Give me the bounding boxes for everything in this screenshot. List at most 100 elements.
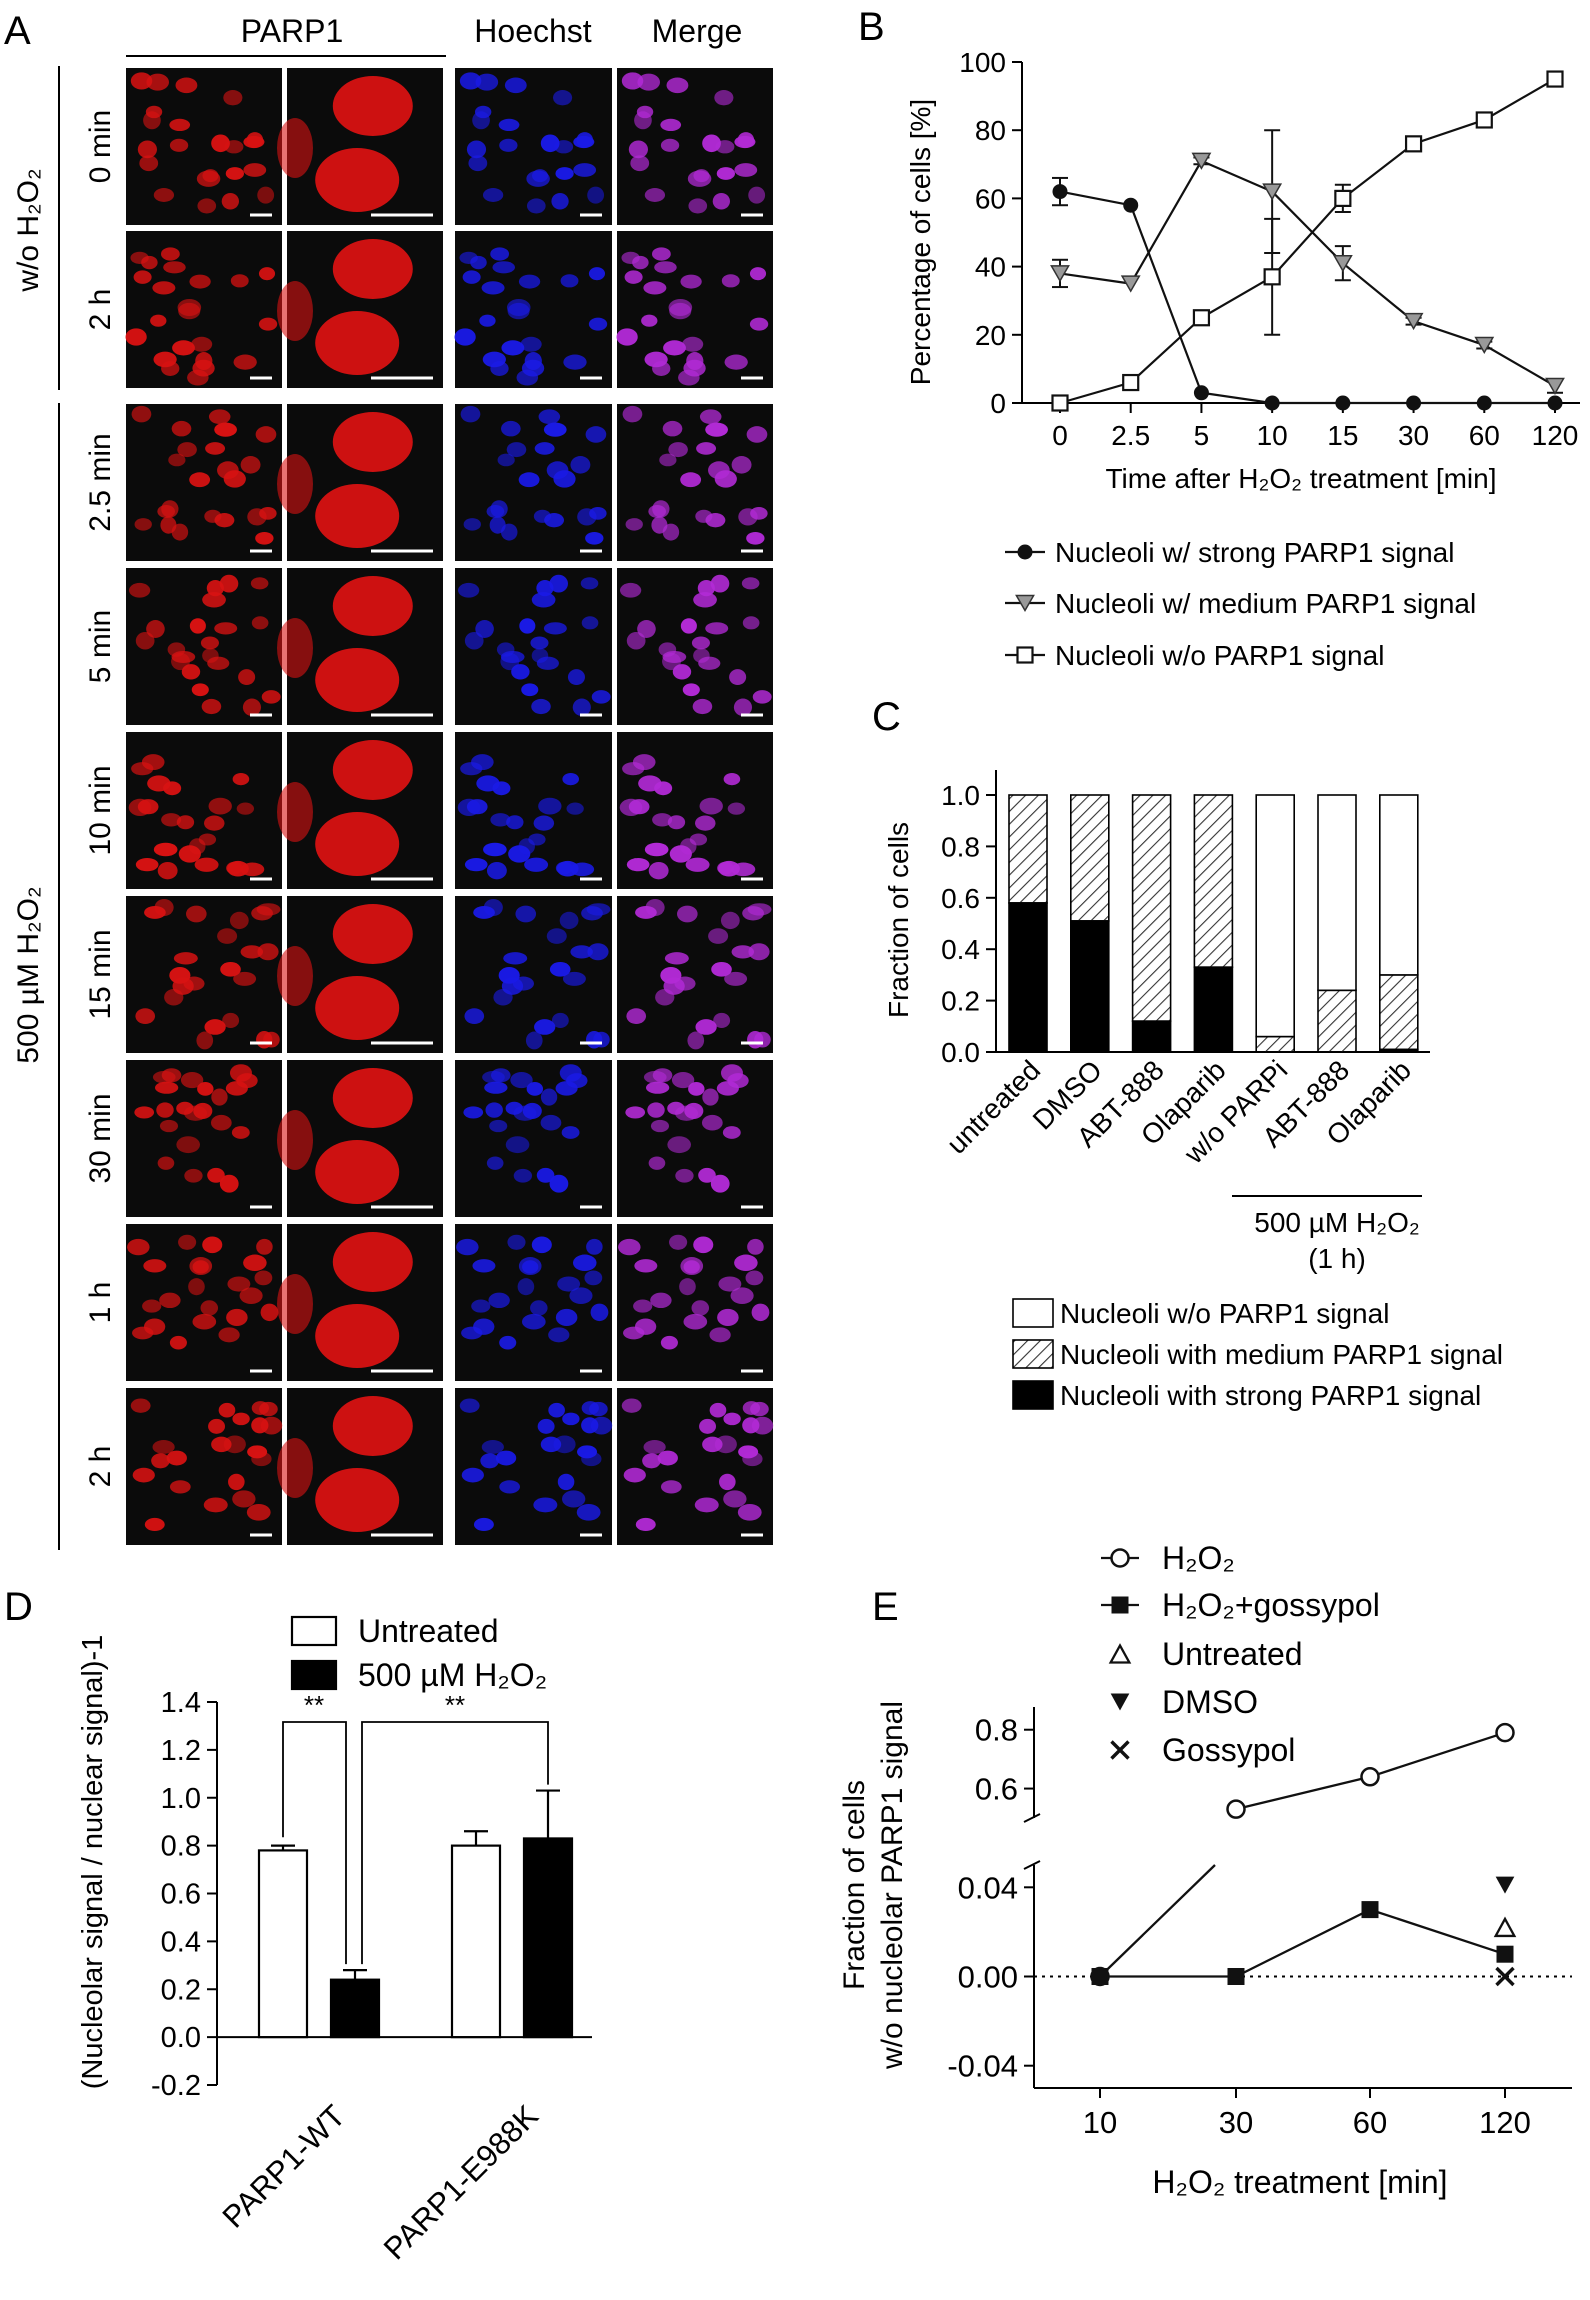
legend-label: Untreated: [1162, 1636, 1303, 1672]
cell-nucleus: [189, 618, 206, 634]
cell-nucleus: [247, 1445, 268, 1459]
nucleus-zoom: [332, 76, 413, 136]
cell-nucleus: [154, 1081, 179, 1094]
x-tick-label: PARP1-WT: [216, 2098, 352, 2234]
cell-nucleus: [175, 77, 198, 94]
cell-nucleus: [238, 669, 256, 686]
cell-nucleus: [540, 1114, 562, 1131]
cell-nucleus: [693, 592, 717, 608]
cell-nucleus: [506, 442, 527, 458]
cell-nucleus: [549, 1174, 569, 1193]
cell-nucleus: [161, 247, 180, 261]
cell-nucleus: [546, 461, 569, 480]
cell-nucleus: [153, 188, 175, 202]
cell-nucleus: [518, 838, 535, 855]
cell-nucleus: [650, 1119, 670, 1133]
cell-nucleus: [734, 135, 756, 149]
bar-segment: [1379, 794, 1419, 976]
legend-label: DMSO: [1162, 1684, 1258, 1720]
cell-nucleus: [652, 1068, 673, 1083]
cell-nucleus: [588, 317, 608, 331]
cell-nucleus: [702, 1088, 719, 1106]
panel-letter-b: B: [858, 5, 885, 49]
legend-label: Gossypol: [1162, 1732, 1295, 1768]
cell-nucleus: [562, 971, 586, 986]
cell-nucleus: [480, 1453, 499, 1469]
micrograph-grid: [125, 68, 774, 1545]
micrograph-tile: [616, 231, 773, 388]
series-line: [1099, 1864, 1216, 1978]
data-point: [1403, 312, 1424, 331]
cell-nucleus: [584, 1270, 603, 1286]
cell-nucleus: [463, 1106, 484, 1119]
cell-nucleus: [669, 1234, 688, 1250]
cell-nucleus: [561, 1126, 580, 1139]
cell-nucleus: [699, 409, 722, 425]
cell-nucleus: [688, 198, 708, 214]
cell-nucleus: [581, 616, 599, 630]
cell-nucleus: [708, 461, 730, 480]
cell-nucleus: [543, 622, 567, 635]
cell-nucleus: [581, 1401, 599, 1415]
cell-nucleus: [624, 270, 643, 284]
panel-a: A PARP1 Hoechst Merge w/o H₂O₂ 500 µM H₂…: [4, 9, 774, 1550]
cell-nucleus: [225, 167, 244, 180]
cell-nucleus: [222, 1012, 240, 1028]
cell-nucleus: [214, 622, 238, 635]
cell-nucleus: [466, 140, 487, 159]
cell-nucleus: [208, 797, 232, 815]
cell-nucleus: [210, 1114, 232, 1131]
bar-segment: [1008, 902, 1048, 1053]
cell-nucleus: [169, 1335, 187, 1350]
cell-nucleus: [153, 842, 178, 857]
cell-nucleus: [648, 862, 669, 880]
cell-nucleus: [495, 1450, 517, 1466]
micrograph-tile: [617, 732, 773, 889]
cell-nucleus: [476, 775, 500, 792]
y-tick-label: 0.0: [161, 2022, 201, 2054]
cell-nucleus: [531, 592, 556, 608]
cell-nucleus: [549, 574, 568, 593]
cell-nucleus: [211, 1436, 232, 1453]
micrograph-tile: [277, 896, 443, 1053]
cell-nucleus: [745, 1270, 764, 1286]
cell-nucleus: [485, 1102, 503, 1118]
cell-nucleus: [696, 442, 717, 455]
y-tick-label: 0.2: [941, 986, 980, 1017]
cell-nucleus: [482, 188, 504, 202]
legend-label: H₂O₂: [1162, 1540, 1235, 1576]
cell-nucleus: [702, 134, 721, 153]
cell-nucleus: [221, 193, 239, 210]
cell-nucleus: [137, 799, 159, 815]
cell-nucleus: [548, 1327, 570, 1343]
cell-nucleus: [178, 302, 201, 320]
row-label: 30 min: [84, 1093, 117, 1183]
legend-label: Nucleoli w/ strong PARP1 signal: [1055, 537, 1454, 568]
data-point: [1360, 1767, 1380, 1787]
cell-nucleus: [135, 631, 155, 650]
cell-nucleus: [505, 1136, 530, 1154]
cell-nucleus: [692, 698, 713, 715]
cell-nucleus: [501, 420, 521, 437]
cell-nucleus: [218, 1327, 240, 1343]
cell-nucleus: [503, 952, 528, 965]
cell-nucleus: [146, 620, 165, 638]
cell-nucleus: [625, 518, 643, 531]
cell-nucleus: [154, 899, 174, 917]
cell-nucleus: [161, 1068, 182, 1083]
cell-nucleus: [261, 690, 281, 704]
nucleus-zoom: [332, 412, 413, 472]
row-label: 10 min: [84, 765, 117, 855]
cell-nucleus: [637, 620, 656, 638]
cell-nucleus: [159, 1119, 179, 1133]
micrograph-tile: [277, 231, 443, 388]
cell-nucleus: [549, 961, 571, 977]
micrograph-tile: [455, 68, 612, 225]
cell-nucleus: [660, 966, 682, 984]
cell-nucleus: [192, 1260, 209, 1274]
cell-nucleus: [491, 1068, 511, 1083]
nucleus-zoom: [332, 1068, 413, 1128]
cell-nucleus: [684, 1102, 704, 1120]
cell-nucleus: [695, 1019, 717, 1035]
cell-nucleus: [191, 336, 213, 352]
